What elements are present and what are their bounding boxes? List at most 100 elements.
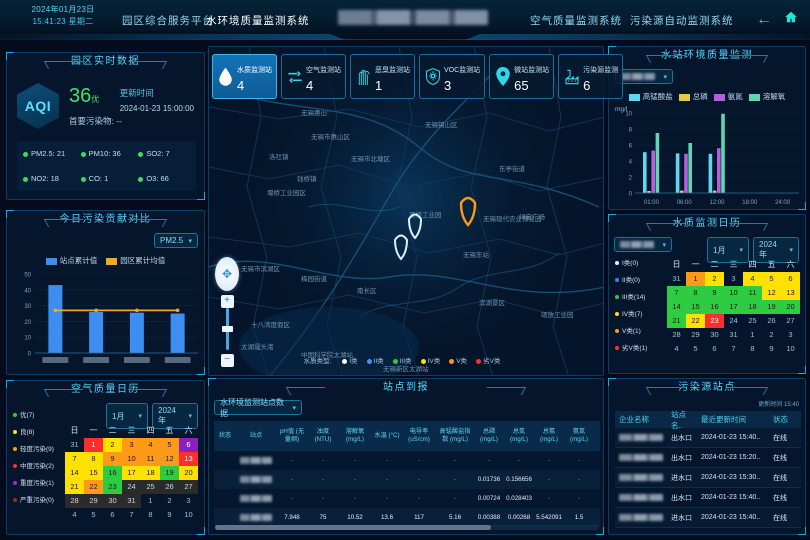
calendar-day-cell[interactable]: 9 [705,286,724,300]
station-data-select[interactable]: 水环境监测站点数据 ▾ [214,398,302,418]
calendar-day-cell[interactable]: 5 [693,344,698,353]
calendar-day-cell[interactable]: 26 [767,316,776,325]
calendar-day-cell[interactable]: 27 [786,316,795,325]
table-row[interactable]: · · · · · · · · · · [214,451,600,470]
calendar-day-cell[interactable]: 16 [103,466,122,480]
calendar-day-cell[interactable]: 22 [686,314,705,328]
pollutant-selector[interactable]: PM2.5 ▾ [154,233,198,248]
calendar-day-cell[interactable]: 9 [167,510,172,519]
calendar-day-cell[interactable]: 25 [141,480,160,494]
calendar-day-cell[interactable]: 24 [729,316,738,325]
calendar-day-cell[interactable]: 2 [769,330,774,339]
calendar-day-cell[interactable]: 7 [129,510,134,519]
map-zoom-control[interactable]: + − [215,257,239,367]
calendar-day-cell[interactable]: 4 [141,438,160,452]
calendar-day-cell[interactable]: 21 [667,314,686,328]
table-row[interactable]: 进水口 2024-01-23 15:40.. 在线 [615,508,801,528]
calendar-day-cell[interactable]: 6 [110,510,115,519]
calendar-day-cell[interactable]: 7 [65,452,84,466]
calendar-day-cell[interactable]: 31 [672,274,681,283]
calendar-day-cell[interactable]: 20 [179,466,198,480]
station-card-1[interactable]: 空气监测站 4 [281,54,346,99]
air-calendar-grid[interactable]: 日一二三四五六 31 1 2 3 4 5 6 7 8 9 10 11 12 13 14 15 16 17 18 19 20… [65,423,198,522]
back-arrow-icon[interactable]: ← [756,10,772,28]
calendar-day-cell[interactable]: 11 [743,286,762,300]
calendar-day-cell[interactable]: 16 [705,300,724,314]
calendar-day-cell[interactable]: 2 [103,438,122,452]
calendar-day-cell[interactable]: 29 [691,330,700,339]
calendar-day-cell[interactable]: 5 [762,272,781,286]
calendar-day-cell[interactable]: 10 [786,344,795,353]
calendar-day-cell[interactable]: 8 [750,344,755,353]
calendar-day-cell[interactable]: 14 [65,466,84,480]
calendar-day-cell[interactable]: 10 [184,510,193,519]
calendar-day-cell[interactable]: 26 [160,480,179,494]
map-pan-ring-icon[interactable] [215,257,239,291]
wqcal-station-select[interactable]: ▾ [614,237,672,252]
station-table-scrollbar[interactable] [215,525,599,530]
calendar-day-cell[interactable]: 6 [179,438,198,452]
calendar-day-cell[interactable]: 4 [743,272,762,286]
station-card-0[interactable]: 水质监测站 4 [212,54,277,99]
table-row[interactable]: 出水口 2024-01-23 15:20.. 在线 [615,448,801,468]
table-row[interactable]: 出水口 2024-01-23 15:40.. 在线 [615,488,801,508]
table-row[interactable]: · · · · · · 0.01736 0.156656 · · [214,470,600,489]
calendar-day-cell[interactable]: 19 [762,300,781,314]
nav-item-park-platform[interactable]: 园区综合服务平台 [122,15,214,27]
wqcal-year-select[interactable]: 2024年 ▾ [753,237,799,263]
calendar-day-cell[interactable]: 29 [84,494,103,508]
calendar-day-cell[interactable]: 24 [122,480,141,494]
calendar-day-cell[interactable]: 1 [148,496,153,505]
calendar-day-cell[interactable]: 15 [84,466,103,480]
calendar-day-cell[interactable]: 2 [167,496,172,505]
calendar-day-cell[interactable]: 7 [667,286,686,300]
station-card-4[interactable]: 微站监测站 65 [489,54,555,99]
calendar-day-cell[interactable]: 1 [750,330,755,339]
table-row[interactable]: 7.948 75 10.52 13.6 117 5.16 0.00388 0.00268 5.5… [214,508,600,527]
calendar-day-cell[interactable]: 30 [710,330,719,339]
calendar-day-cell[interactable]: 8 [686,286,705,300]
calendar-day-cell[interactable]: 10 [724,286,743,300]
calendar-day-cell[interactable]: 12 [762,286,781,300]
calendar-day-cell[interactable]: 3 [122,438,141,452]
calendar-day-cell[interactable]: 13 [781,286,800,300]
calendar-day-cell[interactable]: 5 [160,438,179,452]
map-panel[interactable]: 无锡市惠山区 洛社镇 无锡惠山 钱桥镇 堰桥工业园区 无锡锡山区 东亭街道 无锡市北塘区 双桥工… [208,46,604,376]
nav-item-pollution-system[interactable]: 污染源自动监测系统 [630,15,734,27]
home-icon[interactable] [784,10,798,29]
table-row[interactable]: 进水口 2024-01-23 15:30.. 在线 [615,468,801,488]
calendar-day-cell[interactable]: 31 [729,330,738,339]
calendar-day-cell[interactable]: 19 [160,466,179,480]
calendar-day-cell[interactable]: 9 [769,344,774,353]
wqcal-month-select[interactable]: 1月 ▾ [707,237,749,263]
calendar-day-cell[interactable]: 2 [705,272,724,286]
calendar-day-cell[interactable]: 14 [667,300,686,314]
calendar-day-cell[interactable]: 13 [179,452,198,466]
calendar-day-cell[interactable]: 8 [84,452,103,466]
calendar-day-cell[interactable]: 1 [686,272,705,286]
wq-station-select[interactable]: ▾ [615,69,673,84]
calendar-day-cell[interactable]: 9 [103,452,122,466]
air-month-select[interactable]: 1月 ▾ [106,403,148,429]
calendar-day-cell[interactable]: 23 [705,314,724,328]
station-card-2[interactable]: 恶臭监测站 1 [350,54,415,99]
calendar-day-cell[interactable]: 11 [141,452,160,466]
calendar-day-cell[interactable]: 28 [65,494,84,508]
calendar-day-cell[interactable]: 7 [731,344,736,353]
calendar-day-cell[interactable]: 18 [743,300,762,314]
calendar-day-cell[interactable]: 12 [160,452,179,466]
calendar-day-cell[interactable]: 21 [65,480,84,494]
calendar-day-cell[interactable]: 17 [724,300,743,314]
calendar-day-cell[interactable]: 27 [179,480,198,494]
map-zoom-handle[interactable] [221,326,233,332]
map-zoom-out-button[interactable]: − [220,354,234,367]
calendar-day-cell[interactable]: 30 [103,494,122,508]
table-row[interactable]: 出水口 2024-01-23 15:40.. 在线 [615,428,801,448]
calendar-day-cell[interactable]: 6 [781,272,800,286]
calendar-day-cell[interactable]: 3 [788,330,793,339]
calendar-day-cell[interactable]: 18 [141,466,160,480]
table-row[interactable]: · · · · · · 0.00724 0.028403 · · [214,489,600,508]
calendar-day-cell[interactable]: 17 [122,466,141,480]
map-zoom-in-button[interactable]: + [220,295,234,308]
calendar-day-cell[interactable]: 20 [781,300,800,314]
